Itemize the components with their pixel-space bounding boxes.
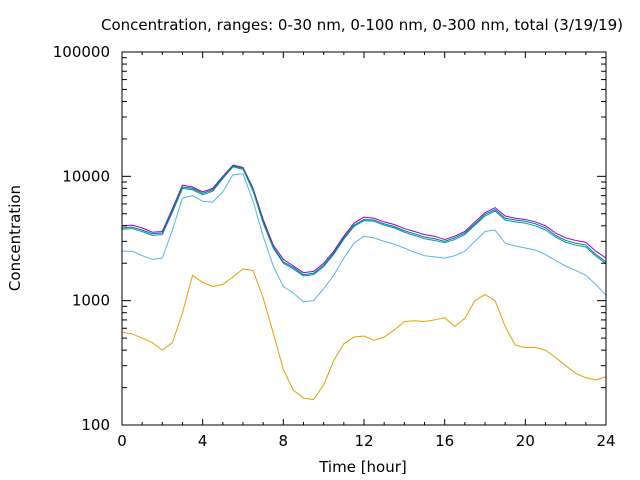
y-tick-label: 1000: [72, 292, 110, 310]
y-tick-label: 100: [81, 416, 110, 434]
x-tick-label: 20: [516, 432, 535, 450]
y-axis-label: Concentration: [6, 185, 24, 291]
x-tick-label: 12: [354, 432, 373, 450]
series-line-5: [122, 269, 606, 400]
x-tick-label: 4: [198, 432, 208, 450]
series-line-4: [122, 174, 606, 302]
series-line-1: [122, 165, 606, 272]
x-tick-label: 0: [117, 432, 127, 450]
chart-title: Concentration, ranges: 0-30 nm, 0-100 nm…: [101, 16, 623, 34]
x-tick-label: 8: [279, 432, 289, 450]
y-tick-label: 10000: [62, 167, 110, 185]
line-chart: Concentration, ranges: 0-30 nm, 0-100 nm…: [0, 0, 640, 480]
series-layer: [122, 165, 606, 399]
ticks-layer: 0 4 8 12 16 20 24 100 1000 10000 100000: [53, 43, 616, 450]
plot-frame: [122, 52, 606, 425]
x-tick-label: 16: [435, 432, 454, 450]
x-axis-label: Time [hour]: [318, 458, 407, 476]
y-tick-label: 100000: [53, 43, 110, 61]
x-tick-label: 24: [596, 432, 615, 450]
